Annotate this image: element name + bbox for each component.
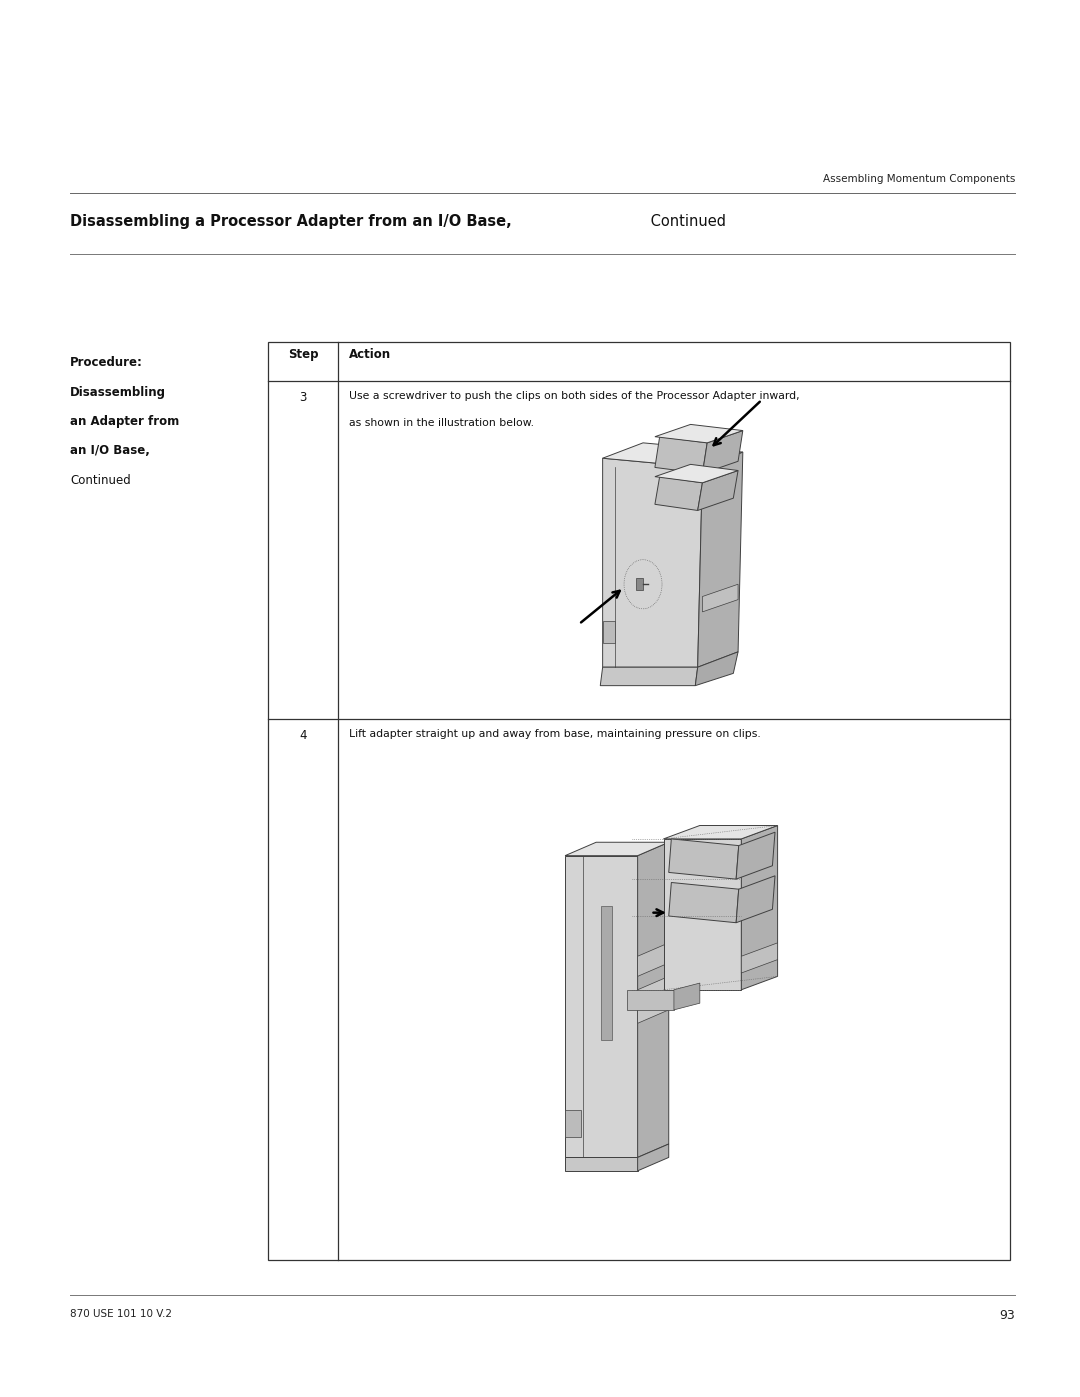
Polygon shape (741, 826, 778, 989)
Bar (268, 342, 1010, 1260)
Polygon shape (654, 464, 738, 483)
Polygon shape (603, 458, 702, 668)
Polygon shape (637, 977, 669, 1023)
Polygon shape (603, 443, 743, 468)
Text: Lift adapter straight up and away from base, maintaining pressure on clips.: Lift adapter straight up and away from b… (349, 729, 760, 739)
Text: Procedure:: Procedure: (70, 356, 143, 369)
Polygon shape (669, 883, 739, 923)
Polygon shape (663, 826, 778, 838)
Polygon shape (637, 1144, 669, 1171)
Polygon shape (669, 838, 739, 879)
Text: an Adapter from: an Adapter from (70, 415, 179, 427)
Text: 4: 4 (299, 729, 307, 742)
Polygon shape (663, 838, 741, 989)
Polygon shape (637, 842, 669, 1157)
Text: 870 USE 101 10 V.2: 870 USE 101 10 V.2 (70, 1309, 172, 1319)
Text: 3: 3 (299, 391, 307, 404)
Text: Disassembling: Disassembling (70, 386, 166, 398)
Polygon shape (627, 989, 674, 1010)
Polygon shape (702, 584, 738, 612)
Text: an I/O Base,: an I/O Base, (70, 444, 150, 457)
Text: Continued: Continued (70, 474, 131, 486)
Polygon shape (698, 453, 743, 668)
Polygon shape (603, 622, 615, 643)
Polygon shape (674, 983, 700, 1010)
Polygon shape (654, 425, 743, 443)
Polygon shape (696, 652, 738, 686)
Polygon shape (737, 876, 775, 923)
Polygon shape (654, 437, 707, 474)
Text: Use a screwdriver to push the clips on both sides of the Processor Adapter inwar: Use a screwdriver to push the clips on b… (349, 391, 799, 401)
Polygon shape (698, 471, 738, 510)
Polygon shape (637, 943, 669, 977)
Polygon shape (565, 842, 669, 855)
Polygon shape (602, 907, 611, 1039)
Polygon shape (565, 1111, 581, 1137)
Text: Disassembling a Processor Adapter from an I/O Base,: Disassembling a Processor Adapter from a… (70, 214, 512, 229)
Polygon shape (737, 833, 775, 879)
Polygon shape (741, 943, 778, 974)
Text: Continued: Continued (646, 214, 726, 229)
Polygon shape (654, 476, 702, 510)
Text: Assembling Momentum Components: Assembling Momentum Components (823, 175, 1015, 184)
Polygon shape (636, 578, 643, 591)
Text: Action: Action (349, 348, 391, 360)
Text: 93: 93 (999, 1309, 1015, 1322)
Text: as shown in the illustration below.: as shown in the illustration below. (349, 418, 534, 427)
Polygon shape (600, 668, 698, 686)
Text: Step: Step (287, 348, 319, 360)
Polygon shape (565, 1157, 637, 1171)
Polygon shape (702, 430, 743, 474)
Polygon shape (565, 855, 637, 1157)
